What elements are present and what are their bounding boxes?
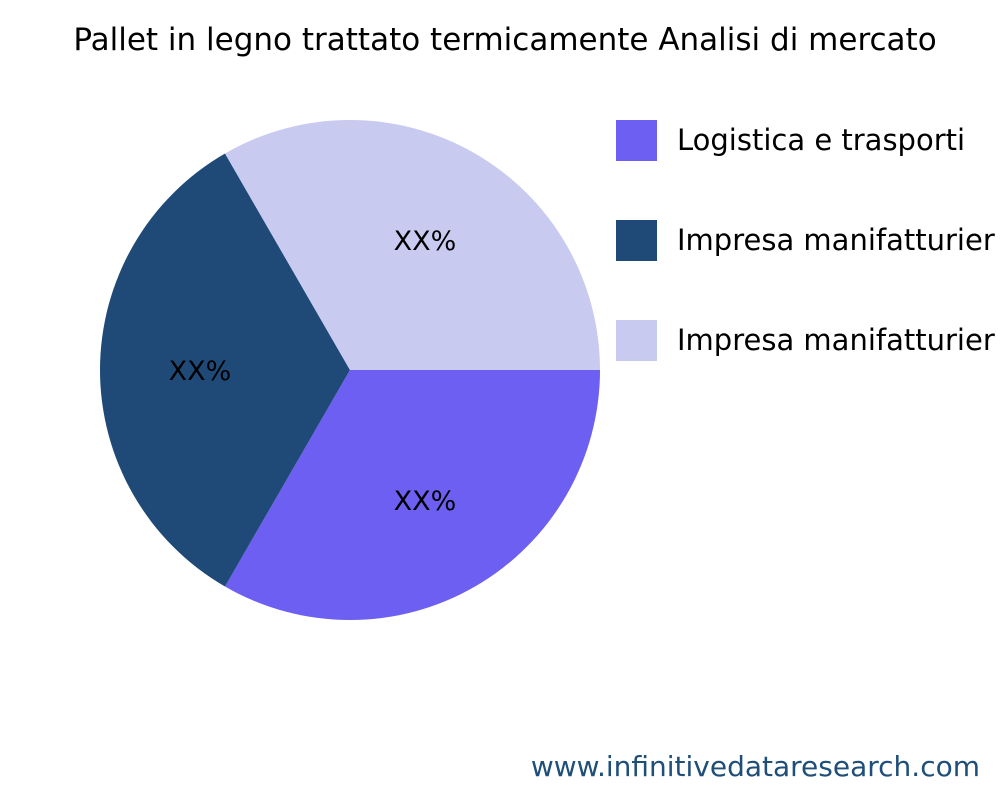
slice-data-label: XX% xyxy=(394,226,457,257)
pie-slice-2 xyxy=(225,119,600,370)
legend-swatch xyxy=(616,119,657,161)
legend-label: Impresa manifatturier xyxy=(677,323,995,357)
legend-swatch xyxy=(616,219,657,261)
slice-data-label: XX% xyxy=(169,356,232,387)
pie-slice-0 xyxy=(225,370,600,620)
legend-item-impresa-1: Impresa manifatturier xyxy=(616,219,995,261)
chart-title: Pallet in legno trattato termicamente An… xyxy=(73,22,937,58)
footer-url[interactable]: www.infinitivedataresearch.com xyxy=(530,750,980,783)
legend-label: Impresa manifatturier xyxy=(677,223,995,257)
legend-swatch xyxy=(616,319,657,361)
legend-item-logistica: Logistica e trasporti xyxy=(616,119,965,161)
slice-data-label: XX% xyxy=(394,486,457,517)
legend-label: Logistica e trasporti xyxy=(677,123,966,157)
legend-item-impresa-2: Impresa manifatturier xyxy=(616,319,995,361)
